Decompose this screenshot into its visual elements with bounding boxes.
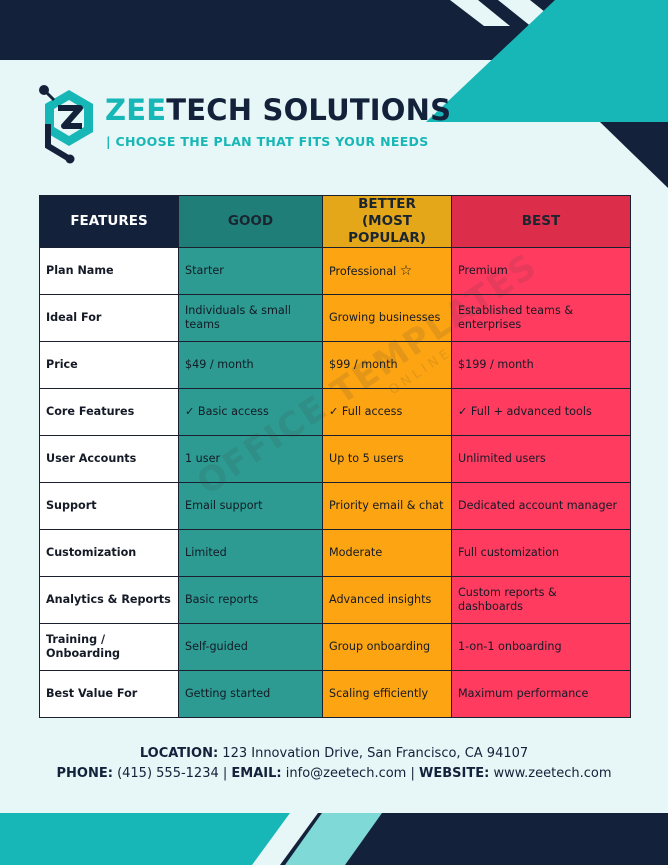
- bottom-light-stripe: [252, 813, 318, 865]
- table-row: Analytics & Reports Basic reports Advanc…: [39, 576, 631, 624]
- best-cell: 1-on-1 onboarding: [451, 623, 631, 671]
- feature-cell: Customization: [39, 529, 179, 577]
- best-cell: Established teams & enterprises: [451, 294, 631, 342]
- website-label: WEBSITE:: [419, 766, 490, 781]
- better-cell: Moderate: [322, 529, 452, 577]
- contact-footer: LOCATION: 123 Innovation Drive, San Fran…: [0, 744, 668, 784]
- table-row: Price $49 / month $99 / month $199 / mon…: [39, 341, 631, 389]
- header-better-line2: (MOST POPULAR): [348, 213, 426, 246]
- table-row: Training / Onboarding Self-guided Group …: [39, 623, 631, 671]
- phone-value: (415) 555-1234: [117, 766, 219, 781]
- table-row: Core Features ✓ Basic access ✓ Full acce…: [39, 388, 631, 436]
- top-light-stripe: [450, 0, 510, 26]
- better-cell: $99 / month: [322, 341, 452, 389]
- table-row: Support Email support Priority email & c…: [39, 482, 631, 530]
- better-cell: Scaling efficiently: [322, 670, 452, 718]
- pricing-table: FEATURES GOOD BETTER (MOST POPULAR) BEST …: [39, 195, 631, 718]
- best-cell: Custom reports & dashboards: [451, 576, 631, 624]
- table-row: Customization Limited Moderate Full cust…: [39, 529, 631, 577]
- teal-triangle: [426, 0, 668, 122]
- title-accent: ZEE: [105, 93, 167, 127]
- good-cell: Limited: [178, 529, 323, 577]
- feature-cell: User Accounts: [39, 435, 179, 483]
- table-row: Plan Name Starter Professional ☆ Premium: [39, 247, 631, 295]
- good-cell: 1 user: [178, 435, 323, 483]
- feature-cell: Ideal For: [39, 294, 179, 342]
- email-label: EMAIL:: [231, 766, 282, 781]
- separator: |: [222, 766, 228, 781]
- feature-cell: Support: [39, 482, 179, 530]
- good-cell: Starter: [178, 247, 323, 295]
- header-best: BEST: [451, 195, 631, 248]
- title-rest: TECH SOLUTIONS: [166, 93, 452, 127]
- better-cell: ✓ Full access: [322, 388, 452, 436]
- header-features: FEATURES: [39, 195, 179, 248]
- bottom-light-teal-stripe: [285, 813, 382, 865]
- better-cell: Up to 5 users: [322, 435, 452, 483]
- feature-cell: Analytics & Reports: [39, 576, 179, 624]
- email-value: info@zeetech.com: [285, 766, 407, 781]
- location-value: 123 Innovation Drive, San Francisco, CA …: [222, 746, 529, 761]
- header-better: BETTER (MOST POPULAR): [322, 195, 452, 248]
- good-cell: Getting started: [178, 670, 323, 718]
- table-header-row: FEATURES GOOD BETTER (MOST POPULAR) BEST: [39, 195, 631, 248]
- location-label: LOCATION:: [139, 746, 219, 761]
- best-cell: Full customization: [451, 529, 631, 577]
- best-cell: Maximum performance: [451, 670, 631, 718]
- best-cell: ✓ Full + advanced tools: [451, 388, 631, 436]
- good-cell: ✓ Basic access: [178, 388, 323, 436]
- phone-label: PHONE:: [56, 766, 113, 781]
- best-cell: Premium: [451, 247, 631, 295]
- better-cell: Professional ☆: [322, 247, 452, 295]
- better-cell: Priority email & chat: [322, 482, 452, 530]
- best-cell: $199 / month: [451, 341, 631, 389]
- good-cell: Basic reports: [178, 576, 323, 624]
- best-cell: Dedicated account manager: [451, 482, 631, 530]
- table-row: Ideal For Individuals & small teams Grow…: [39, 294, 631, 342]
- good-cell: $49 / month: [178, 341, 323, 389]
- better-cell: Group onboarding: [322, 623, 452, 671]
- good-cell: Individuals & small teams: [178, 294, 323, 342]
- better-cell: Advanced insights: [322, 576, 452, 624]
- navy-triangle: [600, 122, 668, 188]
- header-better-line1: BETTER: [358, 196, 416, 213]
- separator: |: [410, 766, 415, 781]
- feature-cell: Training / Onboarding: [39, 623, 179, 671]
- feature-cell: Price: [39, 341, 179, 389]
- best-cell: Unlimited users: [451, 435, 631, 483]
- subtitle: | CHOOSE THE PLAN THAT FITS YOUR NEEDS: [106, 134, 429, 149]
- website-value: www.zeetech.com: [493, 766, 612, 781]
- feature-cell: Core Features: [39, 388, 179, 436]
- better-cell: Growing businesses: [322, 294, 452, 342]
- location-line: LOCATION: 123 Innovation Drive, San Fran…: [0, 744, 668, 764]
- good-cell: Self-guided: [178, 623, 323, 671]
- table-row: User Accounts 1 user Up to 5 users Unlim…: [39, 435, 631, 483]
- hexagon-z-logo-icon: [39, 85, 93, 164]
- table-row: Best Value For Getting started Scaling e…: [39, 670, 631, 718]
- contact-line: PHONE: (415) 555-1234 | EMAIL: info@zeet…: [0, 764, 668, 784]
- feature-cell: Best Value For: [39, 670, 179, 718]
- better-cell-text: Professional: [329, 264, 397, 278]
- star-icon: ☆: [399, 262, 413, 279]
- header-good: GOOD: [178, 195, 323, 248]
- company-title: ZEETECH SOLUTIONS: [105, 96, 451, 125]
- good-cell: Email support: [178, 482, 323, 530]
- feature-cell: Plan Name: [39, 247, 179, 295]
- bottom-teal-band: [0, 813, 300, 865]
